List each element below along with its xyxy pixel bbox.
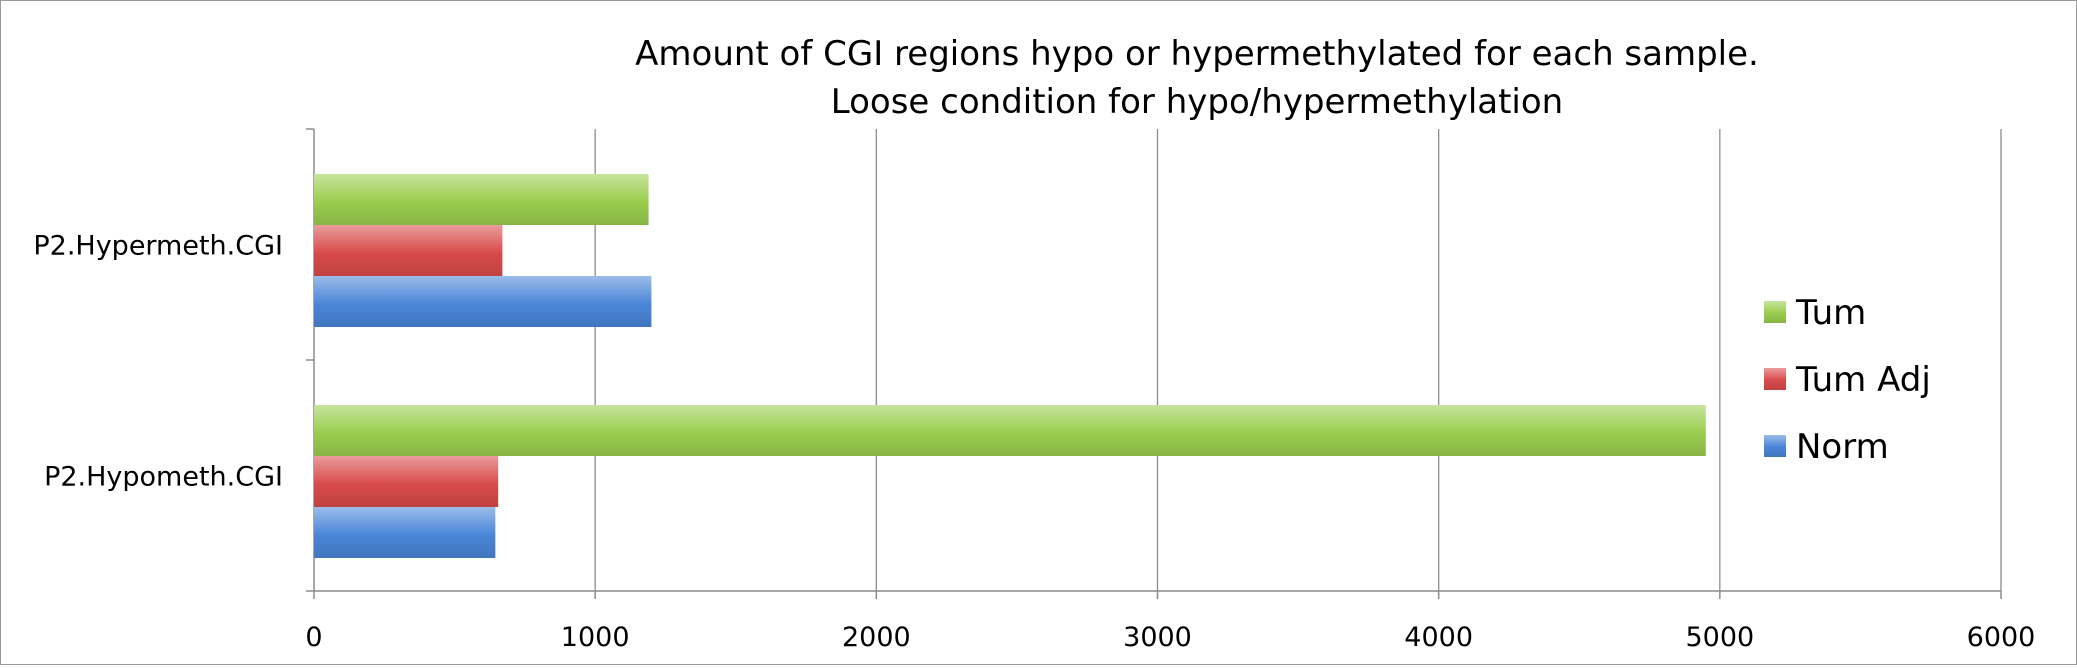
category-label: P2.Hypermeth.CGI (33, 231, 283, 262)
legend-swatch-tum (1764, 301, 1786, 323)
legend-label: Tum (1795, 293, 1866, 333)
bar-tum-2 (314, 405, 1706, 456)
legend-label: Tum Adj (1795, 360, 1931, 400)
x-tick-label: 0 (305, 622, 322, 653)
grid-lines (594, 129, 2002, 591)
chart-title: Amount of CGI regions hypo or hypermethy… (635, 34, 1759, 122)
x-tick-label: 2000 (842, 622, 911, 653)
bar-tum-1 (314, 174, 649, 225)
bar-tum-adj-2 (314, 456, 499, 507)
bar-norm-2 (314, 507, 496, 558)
bars (314, 174, 1706, 558)
x-tick-label: 4000 (1404, 622, 1473, 653)
x-tick-label: 3000 (1123, 622, 1192, 653)
legend: Tum Tum Adj Norm (1764, 293, 1931, 467)
chart-title-line-1: Amount of CGI regions hypo or hypermethy… (635, 34, 1759, 74)
x-tick-label: 1000 (561, 622, 630, 653)
legend-swatch-norm (1764, 435, 1786, 457)
legend-label: Norm (1796, 427, 1889, 467)
x-axis-tick-labels: 0 1000 2000 3000 4000 5000 6000 (305, 622, 2035, 653)
category-label: P2.Hypometh.CGI (44, 462, 283, 493)
legend-swatch-tum-adj (1764, 368, 1786, 390)
y-axis-labels: P2.Hypermeth.CGI P2.Hypometh.CGI (33, 231, 283, 493)
x-tick-label: 6000 (1967, 622, 2036, 653)
chart-title-line-2: Loose condition for hypo/hypermethylatio… (831, 82, 1563, 122)
bar-norm-1 (314, 276, 652, 327)
bar-tum-adj-1 (314, 225, 503, 276)
x-tick-label: 5000 (1685, 622, 1754, 653)
